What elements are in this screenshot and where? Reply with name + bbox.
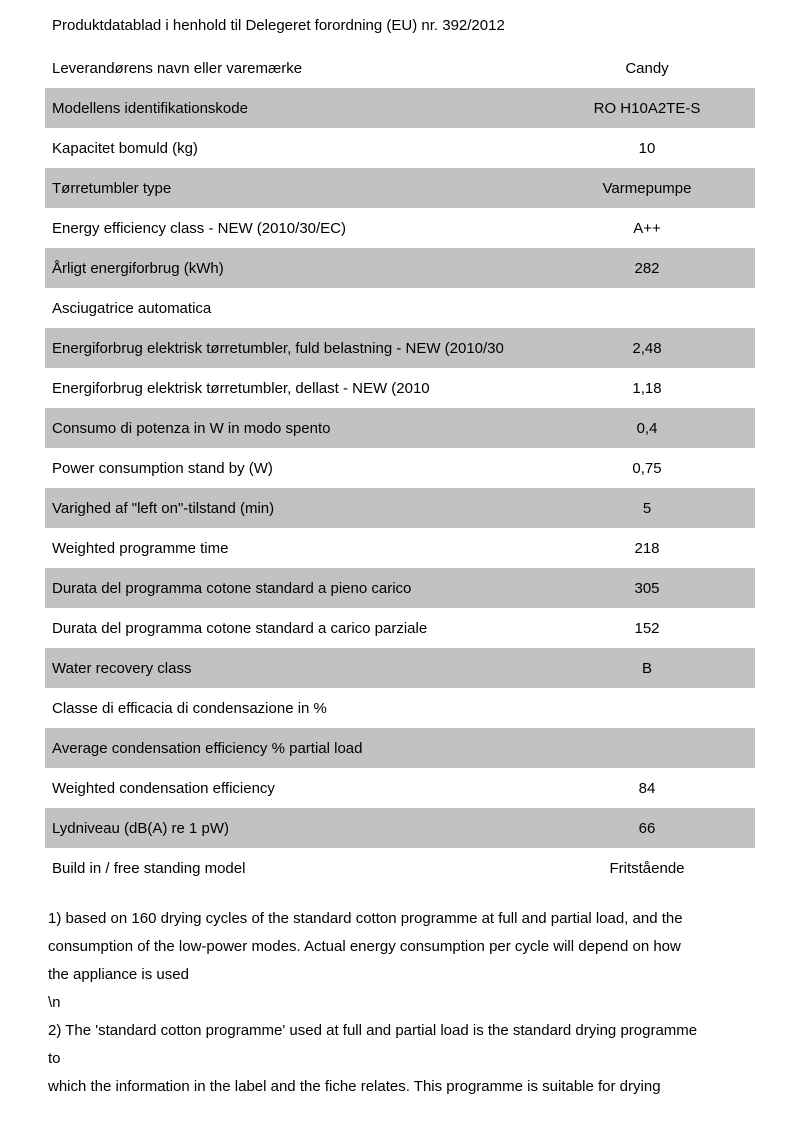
row-value: 0,75 xyxy=(632,459,662,477)
table-row: Leverandørens navn eller varemærke Candy xyxy=(45,48,755,88)
row-label: Weighted programme time xyxy=(52,539,229,557)
footnote-line: to xyxy=(48,1050,61,1067)
table-row: Energiforbrug elektrisk tørretumbler, de… xyxy=(45,368,755,408)
footnote-line: consumption of the low-power modes. Actu… xyxy=(48,938,681,955)
row-label: Varighed af "left on"-tilstand (min) xyxy=(52,499,275,517)
row-value: Varmepumpe xyxy=(602,179,692,197)
table-row: Consumo di potenza in W in modo spento 0… xyxy=(45,408,755,448)
page-title: Produktdatablad i henhold til Delegeret … xyxy=(52,17,505,34)
row-value: 305 xyxy=(634,579,660,597)
row-label: Kapacitet bomuld (kg) xyxy=(52,139,198,157)
footnote-line: 1) based on 160 drying cycles of the sta… xyxy=(48,910,683,927)
footnote-line: 2) The 'standard cotton programme' used … xyxy=(48,1022,698,1039)
row-label: Water recovery class xyxy=(52,659,192,677)
row-value: 1,18 xyxy=(632,379,662,397)
row-label: Weighted condensation efficiency xyxy=(52,779,275,797)
table-row: Water recovery class B xyxy=(45,648,755,688)
table-row: Power consumption stand by (W) 0,75 xyxy=(45,448,755,488)
footnote-line: which the information in the label and t… xyxy=(48,1078,661,1095)
table-row: Durata del programma cotone standard a p… xyxy=(45,568,755,608)
row-label: Build in / free standing model xyxy=(52,859,246,877)
row-label: Tørretumbler type xyxy=(52,179,172,197)
row-label: Energiforbrug elektrisk tørretumbler, fu… xyxy=(52,339,504,357)
row-value: B xyxy=(641,659,652,677)
table-row: Weighted programme time 218 xyxy=(45,528,755,568)
row-label: Årligt energiforbrug (kWh) xyxy=(52,259,224,277)
row-value: 218 xyxy=(634,539,660,557)
row-label: Durata del programma cotone standard a p… xyxy=(52,579,412,597)
row-value: A++ xyxy=(633,219,661,237)
table-row: Modellens identifikationskode RO H10A2TE… xyxy=(45,88,755,128)
row-value: 66 xyxy=(638,819,656,837)
table-row: Classe di efficacia di condensazione in … xyxy=(45,688,755,728)
row-value: 152 xyxy=(634,619,660,637)
row-value: RO H10A2TE-S xyxy=(593,99,701,117)
row-label: Classe di efficacia di condensazione in … xyxy=(52,699,327,717)
table-row: Average condensation efficiency % partia… xyxy=(45,728,755,768)
footnotes-block: 1) based on 160 drying cycles of the sta… xyxy=(48,905,760,1101)
row-label: Modellens identifikationskode xyxy=(52,99,248,117)
row-label: Leverandørens navn eller varemærke xyxy=(52,59,303,77)
table-row: Kapacitet bomuld (kg) 10 xyxy=(45,128,755,168)
table-row: Asciugatrice automatica xyxy=(45,288,755,328)
row-value: 2,48 xyxy=(632,339,662,357)
row-label: Consumo di potenza in W in modo spento xyxy=(52,419,331,437)
row-value: Fritstående xyxy=(609,859,685,877)
table-row: Energiforbrug elektrisk tørretumbler, fu… xyxy=(45,328,755,368)
row-value: Candy xyxy=(625,59,669,77)
table-row: Durata del programma cotone standard a c… xyxy=(45,608,755,648)
footnote-line: \n xyxy=(48,994,61,1011)
product-data-table: Leverandørens navn eller varemærke Candy… xyxy=(45,48,755,888)
table-row: Build in / free standing model Fritståen… xyxy=(45,848,755,888)
table-row: Varighed af "left on"-tilstand (min) 5 xyxy=(45,488,755,528)
row-value: 0,4 xyxy=(636,419,658,437)
table-row: Årligt energiforbrug (kWh) 282 xyxy=(45,248,755,288)
row-label: Asciugatrice automatica xyxy=(52,299,212,317)
table-row: Energy efficiency class - NEW (2010/30/E… xyxy=(45,208,755,248)
row-label: Energy efficiency class - NEW (2010/30/E… xyxy=(52,219,347,237)
table-row: Lydniveau (dB(A) re 1 pW) 66 xyxy=(45,808,755,848)
table-row: Weighted condensation efficiency 84 xyxy=(45,768,755,808)
row-value: 84 xyxy=(638,779,656,797)
row-label: Lydniveau (dB(A) re 1 pW) xyxy=(52,819,230,837)
product-fiche-document: Produktdatablad i henhold til Delegeret … xyxy=(45,17,760,1101)
row-label: Energiforbrug elektrisk tørretumbler, de… xyxy=(52,379,430,397)
row-value: 282 xyxy=(634,259,660,277)
table-row: Tørretumbler type Varmepumpe xyxy=(45,168,755,208)
row-label: Durata del programma cotone standard a c… xyxy=(52,619,428,637)
footnote-line: the appliance is used xyxy=(48,966,189,983)
row-value: 5 xyxy=(642,499,652,517)
row-label: Power consumption stand by (W) xyxy=(52,459,273,477)
row-value: 10 xyxy=(638,139,656,157)
row-label: Average condensation efficiency % partia… xyxy=(52,739,363,757)
